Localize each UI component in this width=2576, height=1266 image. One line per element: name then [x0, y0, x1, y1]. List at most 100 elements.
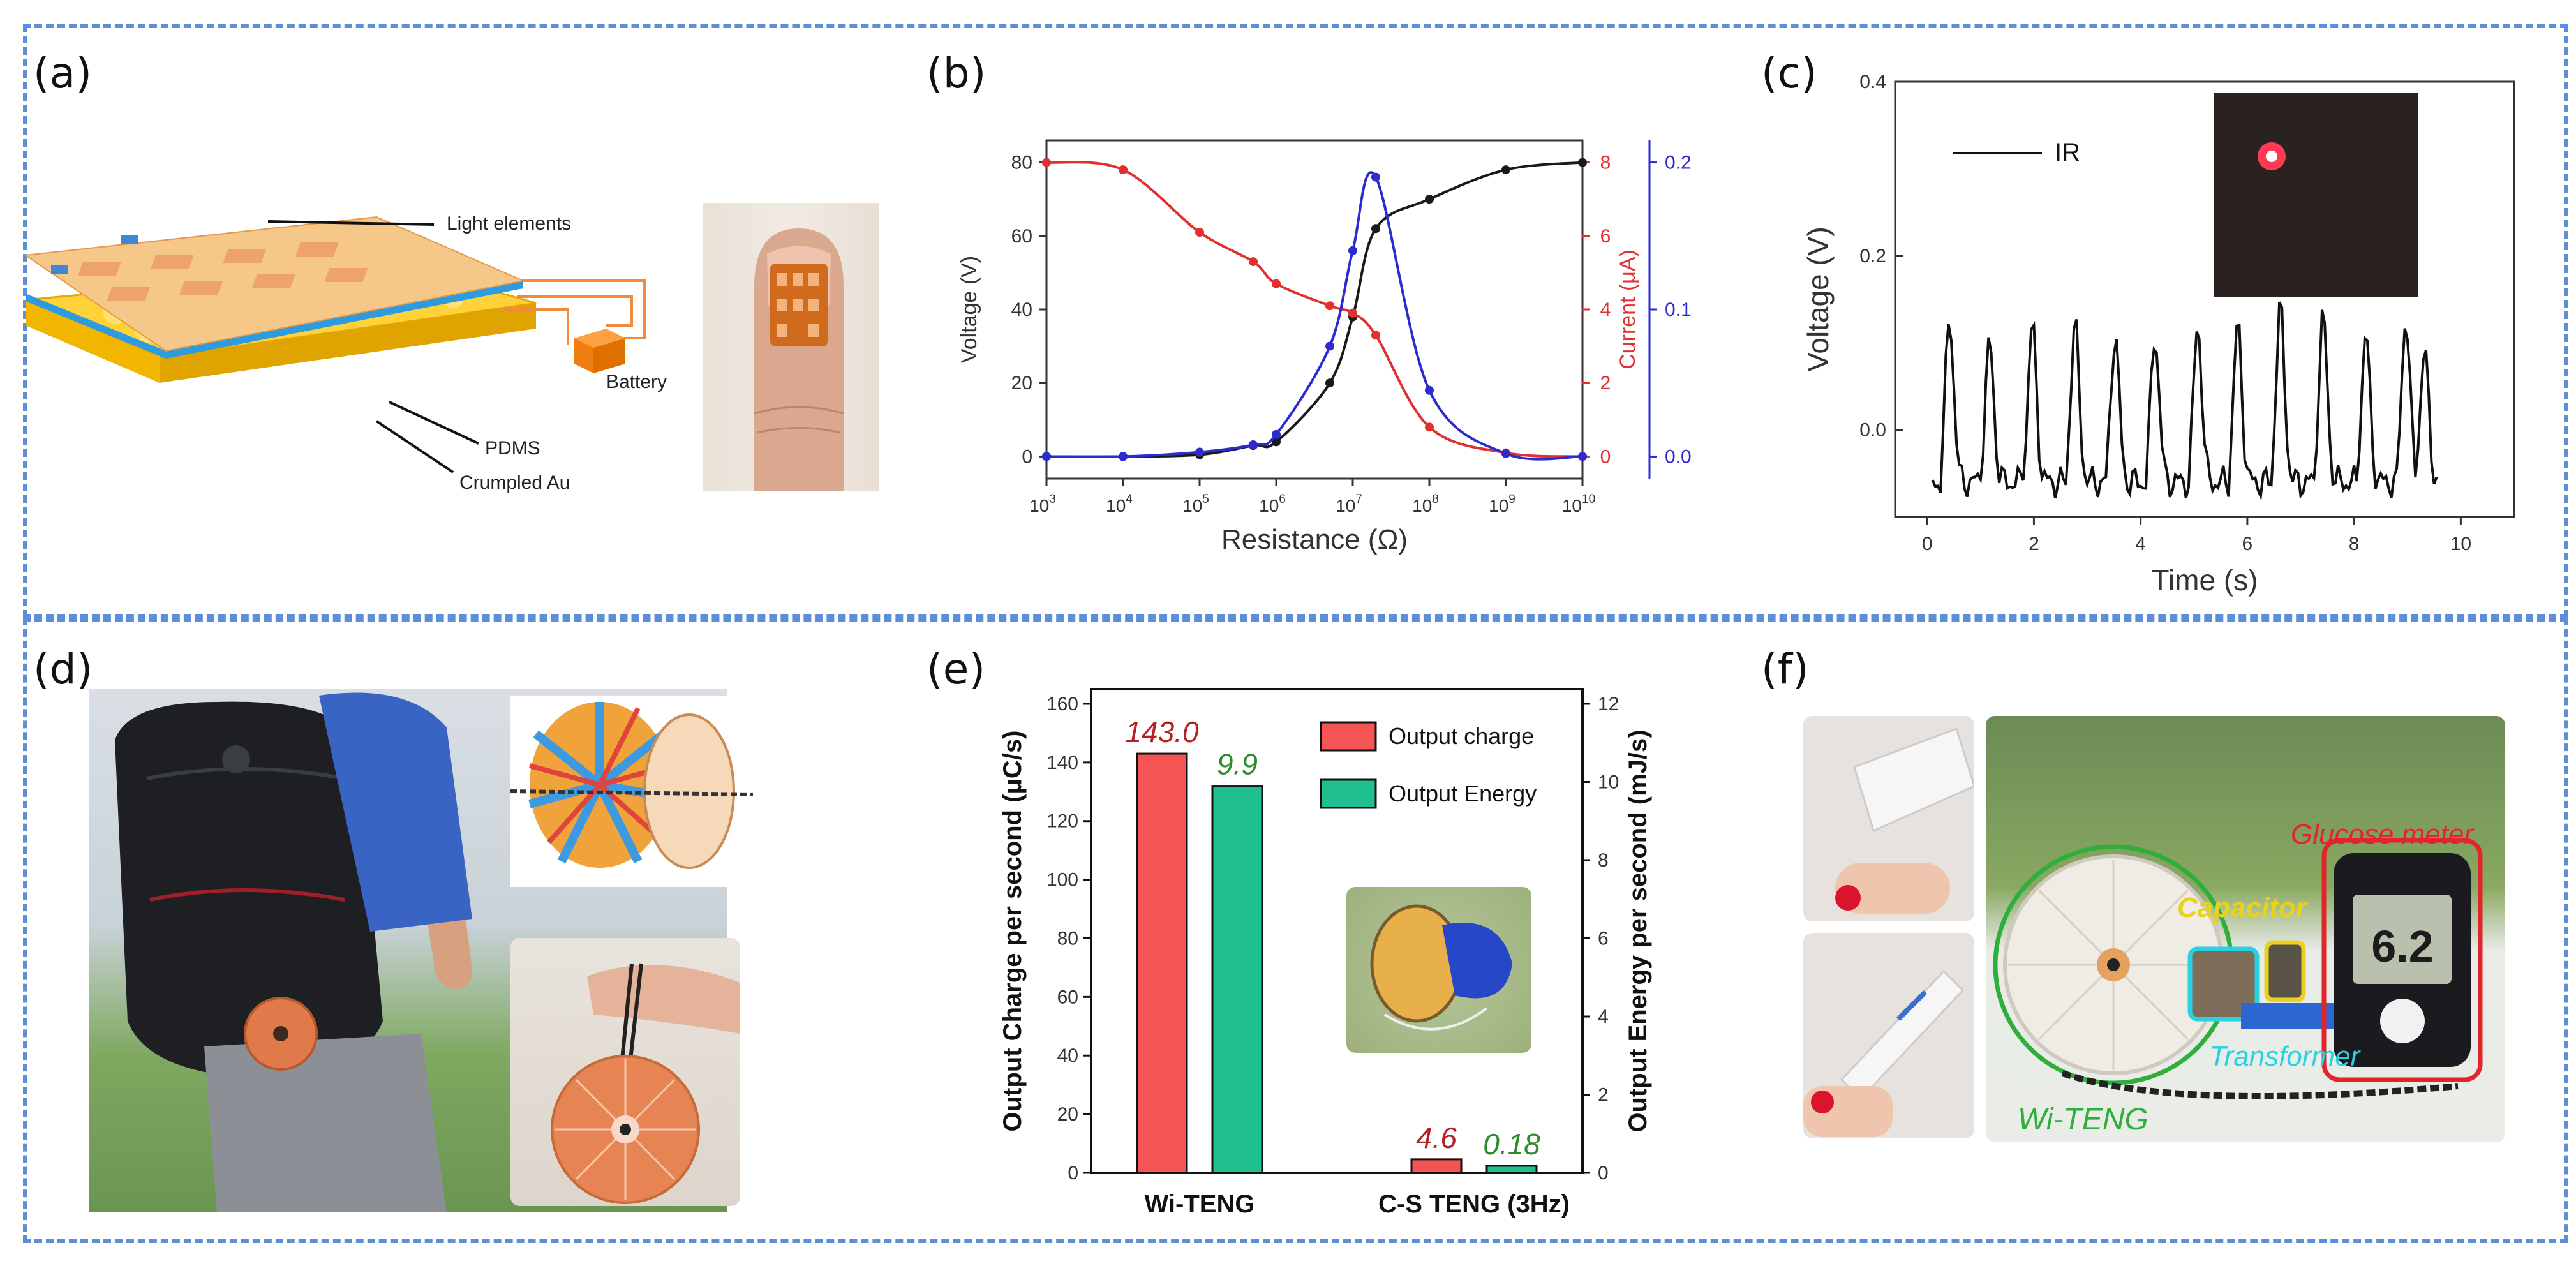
y3-tick-label: 0.0	[1665, 446, 1692, 467]
x-tick-label: 104	[1106, 493, 1133, 516]
x-tick-label: 10	[2450, 533, 2471, 555]
data-label: 0.18	[1483, 1128, 1540, 1161]
x-axis-label: Resistance (Ω)	[1221, 524, 1408, 555]
rotor-exploded-view	[510, 696, 753, 887]
panel-label-f: (f)	[1761, 644, 1809, 694]
y2-tick-label: 4	[1600, 299, 1611, 320]
series-line-current	[1046, 161, 1583, 458]
meter-screen	[2353, 895, 2452, 984]
y-axis-label: Output Charge per second (μC/s)	[999, 731, 1027, 1132]
data-point	[1195, 228, 1204, 237]
data-label: 4.6	[1416, 1121, 1457, 1154]
inset-led-photo	[2214, 93, 2418, 297]
leader-light	[267, 220, 435, 226]
leader-au	[375, 420, 454, 473]
electrode-patterns	[77, 242, 368, 301]
light-element-1	[121, 235, 138, 244]
y-tick-label: 0	[1022, 446, 1032, 467]
y-tick-label: 140	[1046, 752, 1078, 773]
label-capacitor: Capacitor	[2177, 892, 2309, 923]
y-tick-label: 0.2	[1859, 246, 1886, 267]
y2-tick-label: 2	[1600, 373, 1611, 394]
y3-tick-label: 0.1	[1665, 299, 1692, 320]
x-tick-label: 105	[1182, 493, 1209, 516]
glucose-strip-photo-top	[1803, 716, 1974, 921]
label-transformer: Transformer	[2209, 1041, 2362, 1072]
data-point	[1371, 331, 1380, 340]
y-tick-label: 20	[1057, 1104, 1078, 1125]
x-tick-label: 4	[2135, 533, 2146, 555]
data-point	[1272, 437, 1281, 447]
y2-axis-label: Current (μA)	[1616, 249, 1640, 369]
x-tick-label: 1010	[1562, 493, 1595, 516]
rotor-chain	[510, 789, 753, 796]
y-tick-label: 80	[1057, 928, 1078, 949]
y2-tick-label: 12	[1598, 694, 1619, 715]
x-tick-label: 108	[1412, 493, 1439, 516]
y2-tick-label: 8	[1598, 850, 1609, 871]
data-point	[1501, 165, 1510, 175]
data-point	[1042, 452, 1051, 461]
y-tick-label: 80	[1011, 153, 1032, 174]
y-axis-label: Voltage (V)	[1801, 227, 1835, 372]
data-point	[1042, 158, 1051, 167]
series-line-ir	[1931, 301, 2438, 501]
y-tick-label: 40	[1011, 299, 1032, 320]
panel-label-a: (a)	[33, 48, 92, 98]
y3-tick-label: 0.2	[1665, 153, 1692, 174]
y2-tick-label: 2	[1598, 1084, 1609, 1105]
data-point	[1578, 158, 1587, 167]
data-point	[1348, 246, 1357, 255]
glucose-strip-photo-bottom	[1803, 933, 1974, 1138]
y-tick-label: 60	[1057, 987, 1078, 1008]
meter-button	[2380, 999, 2425, 1043]
y-tick-label: 120	[1046, 811, 1078, 832]
top-panel-frame	[23, 24, 2568, 618]
legend-label: Output Energy	[1389, 780, 1537, 807]
light-element-2	[51, 265, 68, 274]
data-point	[1325, 378, 1334, 388]
y-tick-label: 0	[1068, 1163, 1078, 1184]
y2-tick-label: 0	[1600, 446, 1611, 467]
y-tick-label: 20	[1011, 373, 1032, 394]
bar-output-charge	[1410, 1158, 1463, 1174]
y2-tick-label: 6	[1600, 226, 1611, 247]
data-point	[1249, 440, 1258, 449]
plot-frame	[1090, 688, 1584, 1174]
data-point	[1425, 385, 1434, 395]
y2-tick-label: 10	[1598, 771, 1619, 793]
data-point	[1325, 341, 1334, 351]
annotation-light-elements: Light elements	[447, 213, 572, 234]
data-point	[1348, 308, 1357, 318]
series-line-voltage	[1046, 161, 1583, 458]
x-tick-label: 103	[1029, 493, 1056, 516]
panel-label-b: (b)	[927, 48, 986, 98]
x-tick-label: 0	[1922, 533, 1933, 555]
data-point	[1371, 172, 1380, 182]
data-point	[1425, 195, 1434, 204]
c-s-teng-photo	[1346, 887, 1531, 1053]
panel-a-schematic	[24, 216, 646, 473]
x-tick-label: 2	[2029, 533, 2039, 555]
glucose-meter-highlight	[2321, 838, 2483, 1082]
y2-tick-label: 0	[1598, 1163, 1609, 1184]
legend-swatch	[1320, 778, 1377, 809]
data-point	[1578, 452, 1587, 461]
annotation-battery: Battery	[606, 371, 667, 392]
x-tick-label: 109	[1489, 493, 1515, 516]
data-point	[1501, 449, 1510, 458]
y-tick-label: 0.4	[1859, 71, 1886, 93]
panel-label-e: (e)	[927, 644, 986, 694]
plot-frame	[1045, 139, 1584, 480]
wire	[517, 295, 633, 327]
data-point	[1272, 429, 1281, 439]
y2-tick-label: 6	[1598, 928, 1609, 949]
panel-c-chart: 0 2 4 6 8 10 Time (s) 0.0 0.2 0.4 Voltage (V) IR	[1801, 71, 2515, 597]
x-category-label: C-S TENG (3Hz)	[1378, 1190, 1570, 1218]
wire	[504, 308, 569, 345]
legend-swatch	[1320, 721, 1377, 752]
series-line-power-density	[1046, 171, 1583, 461]
rotor-blades	[528, 702, 671, 864]
y2-tick-label: 8	[1600, 153, 1611, 174]
au-layer-front	[26, 300, 160, 383]
